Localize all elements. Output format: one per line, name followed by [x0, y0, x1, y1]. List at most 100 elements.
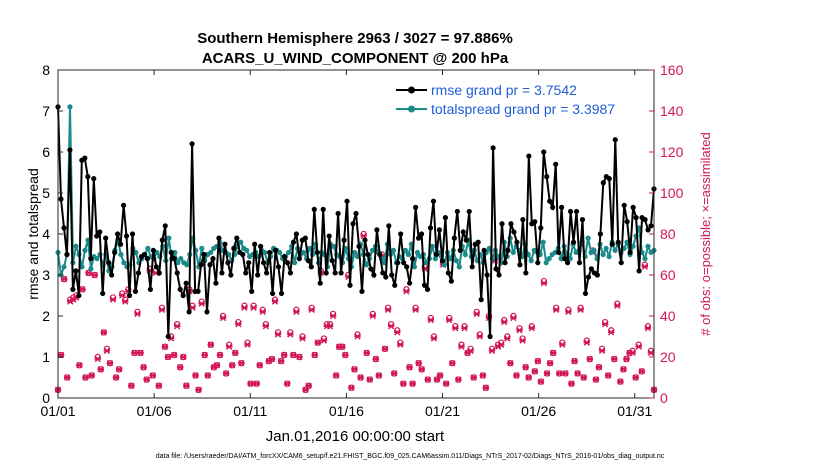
assimilated-obs-point [507, 360, 514, 367]
assimilated-obs-point [332, 372, 340, 379]
assimilated-obs-point [430, 335, 438, 342]
plot-area: 01/01 01/06 01/11 01/16 01/21 01/26 01/31 0 1 2 3 4… [40, 62, 683, 419]
rmse-point [427, 225, 434, 231]
assimilated-obs-point [513, 372, 520, 379]
rmse-point [216, 235, 222, 241]
totalspread-point [145, 245, 151, 251]
rmse-point [82, 155, 88, 161]
rmse-point [466, 208, 472, 215]
rmse-point [88, 256, 94, 262]
assimilated-obs-point [552, 306, 560, 313]
rmse-point [463, 237, 469, 243]
rmse-point [180, 292, 186, 299]
totalspread-point [546, 256, 552, 262]
rmse-point [475, 239, 481, 245]
rmse-point [278, 290, 285, 297]
rmse-point [469, 264, 475, 270]
assimilated-obs-point [409, 380, 416, 387]
assimilated-obs-point [510, 314, 517, 322]
assimilated-obs-point [268, 355, 276, 363]
assimilated-obs-point [381, 345, 389, 352]
assimilated-obs-point [427, 316, 435, 324]
assimilated-obs-point [375, 372, 383, 379]
totalspread-point [330, 243, 337, 249]
rmse-point [493, 266, 499, 272]
assimilated-obs-point [280, 351, 288, 359]
assimilated-obs-point [363, 349, 370, 357]
assimilated-obs-point [134, 310, 141, 318]
assimilated-obs-point [366, 376, 373, 383]
totalspread-point [133, 249, 139, 256]
rmse-point [314, 249, 320, 256]
rmse-point [386, 223, 392, 229]
assimilated-obs-point [274, 331, 282, 338]
rmse-point [430, 198, 437, 204]
rmse-point [135, 270, 142, 276]
rmse-point [159, 237, 165, 243]
assimilated-obs-point [647, 349, 655, 357]
assimilated-obs-point [305, 382, 312, 389]
rmse-point [305, 258, 311, 264]
assimilated-obs-point [177, 364, 184, 371]
axis-ticks: 01/01 01/06 01/11 01/16 01/21 01/26 01/31 0 1 2 3 4… [40, 62, 683, 419]
assimilated-obs-point [580, 374, 587, 381]
rmse-point [129, 231, 136, 237]
assimilated-obs-point [449, 360, 456, 367]
rmse-point [204, 309, 210, 315]
totalspread-point [88, 266, 94, 272]
rmse-point [132, 288, 139, 294]
rmse-point [112, 249, 118, 256]
assimilated-obs-point [293, 308, 300, 316]
rmse-point [85, 174, 91, 180]
x-tick-label: 01/06 [137, 403, 172, 419]
rmse-point [618, 260, 624, 266]
totalspread-point [462, 251, 468, 258]
y-right-tick-label: 120 [660, 144, 684, 160]
totalspread-point [73, 243, 79, 249]
rmse-point [445, 270, 451, 276]
rmse-point [582, 290, 589, 297]
rmse-point [171, 256, 177, 262]
totalspread-point [292, 260, 298, 266]
assimilated-obs-point [537, 378, 545, 385]
assimilated-obs-point [320, 337, 328, 344]
rmse-point [165, 333, 171, 340]
rmse-point [272, 247, 279, 253]
rmse-point [317, 280, 323, 286]
rmse-point [258, 243, 264, 249]
rmse-point [436, 227, 443, 233]
totalspread-point [208, 249, 214, 256]
rmse-point [249, 288, 255, 294]
assimilated-obs-point [452, 325, 459, 332]
totalspread-point [456, 264, 462, 270]
assimilated-obs-point [329, 312, 337, 320]
rmse-point [365, 251, 371, 258]
rmse-point [76, 292, 82, 299]
x-tick-label: 01/26 [521, 403, 556, 419]
rmse-point [183, 280, 189, 286]
totalspread-point [642, 256, 648, 262]
assimilated-obs-point [369, 312, 377, 320]
totalspread-point [184, 262, 190, 268]
assimilated-obs-point [112, 374, 120, 381]
rmse-point [269, 290, 276, 297]
assimilated-obs-point [424, 376, 432, 383]
rmse-point [594, 272, 600, 278]
assimilated-obs-point [534, 357, 542, 365]
assimilated-obs-point [256, 362, 263, 369]
rmse-point [326, 233, 332, 239]
rmse-point [454, 208, 460, 215]
totalspread-point [429, 243, 435, 249]
y-left-tick-label: 4 [42, 226, 50, 242]
rmse-point [302, 235, 308, 241]
x-tick-label: 01/21 [425, 403, 460, 419]
assimilated-obs-point [284, 380, 291, 387]
rmse-point [567, 208, 574, 215]
assimilated-obs-point [461, 325, 468, 332]
assimilated-obs-point [219, 314, 227, 322]
assimilated-obs-point [384, 306, 392, 313]
rmse-point [222, 241, 228, 247]
rmse-point [109, 272, 115, 278]
rmse-point [573, 208, 580, 215]
